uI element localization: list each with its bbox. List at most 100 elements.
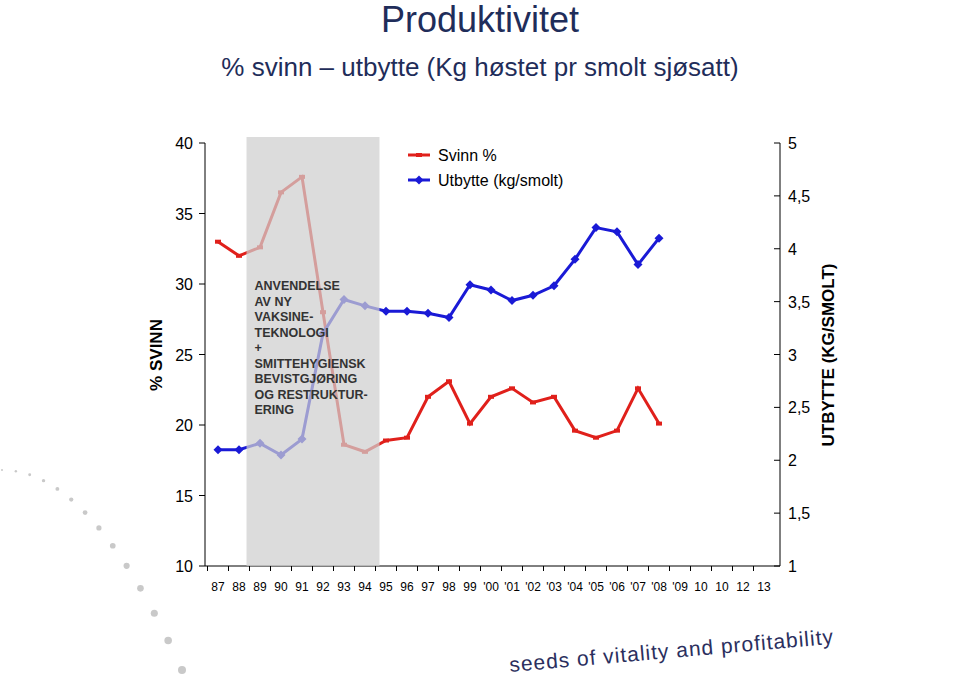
y2-tick-label: 3 (788, 347, 797, 364)
decor-dot (137, 585, 144, 592)
x-tick-label: 95 (379, 580, 393, 594)
y2-tick (774, 566, 780, 567)
x-tick-label: 93 (337, 580, 351, 594)
marker (572, 429, 578, 433)
marker (508, 296, 517, 305)
legend: Svinn %Utbytte (kg/smolt) (408, 147, 563, 189)
marker (487, 285, 496, 294)
marker (382, 307, 391, 316)
marker (235, 445, 244, 454)
x-tick-label: '09 (672, 580, 688, 594)
legend-line (408, 154, 430, 157)
x-tick-label: '05 (588, 580, 604, 594)
x-tick (585, 566, 586, 571)
marker (613, 227, 622, 236)
x-tick-label: '02 (525, 580, 541, 594)
y2-tick (774, 460, 780, 461)
y-tick-label: 35 (175, 206, 193, 223)
annotation-text: OG RESTRUKTUR- (255, 388, 368, 402)
y2-tick (774, 407, 780, 408)
marker (445, 313, 454, 322)
marker (383, 439, 389, 443)
decor-dot (42, 479, 45, 482)
legend-label: Utbytte (kg/smolt) (438, 172, 563, 189)
y-tick (199, 425, 205, 426)
decor-dot (96, 525, 101, 530)
chart: Produktivitet % svinn – utbytte (Kg høste… (0, 0, 959, 679)
x-tick-label: 98 (442, 580, 456, 594)
y-tick (199, 354, 205, 355)
subtitle: % svinn – utbytte (Kg høstet pr smolt sj… (221, 52, 738, 82)
title: Produktivitet (381, 0, 579, 40)
y2-tick (774, 195, 780, 196)
marker (593, 436, 599, 440)
marker (551, 395, 557, 399)
annotation-text: TEKNOLOGI (255, 326, 329, 340)
annotation-text: ANVENDELSE (255, 279, 340, 293)
decor-dot (83, 510, 88, 515)
y2-tick-label: 1 (788, 558, 797, 575)
x-tick (690, 566, 691, 571)
y2-tick (774, 354, 780, 355)
decor-dot (69, 497, 73, 501)
x-tick-label: '07 (630, 580, 646, 594)
marker (424, 309, 433, 318)
marker (214, 445, 223, 454)
x-tick (669, 566, 670, 571)
y2-tick-label: 3,5 (788, 294, 810, 311)
decor-dot (110, 543, 116, 549)
x-tick-label: '03 (546, 580, 562, 594)
x-tick-label: 94 (358, 580, 372, 594)
x-tick-label: 12 (736, 580, 750, 594)
marker (488, 395, 494, 399)
y-tick (199, 495, 205, 496)
decor-dot (124, 563, 130, 569)
x-tick (648, 566, 649, 571)
marker (466, 280, 475, 289)
marker (415, 176, 424, 185)
marker (571, 255, 580, 264)
decoration (1, 469, 186, 674)
x-tick-label: 10 (694, 580, 708, 594)
x-tick-label: 10 (715, 580, 729, 594)
marker (634, 260, 643, 269)
y-tick-label: 40 (175, 135, 193, 152)
marker (529, 291, 538, 300)
x-tick (270, 566, 271, 571)
annotation-band (247, 137, 380, 566)
page: {"chart_data": { "type": "line", "title"… (0, 0, 959, 679)
decor-dot (28, 473, 31, 476)
x-tick-label: '01 (504, 580, 520, 594)
x-tick (312, 566, 313, 571)
marker (550, 281, 559, 290)
axes: 1015202530354011,522,533,544,55878889909… (175, 135, 810, 594)
x-tick-label: 89 (253, 580, 267, 594)
y-tick-label: 30 (175, 276, 193, 293)
y2-tick (774, 248, 780, 249)
x-tick-label: 97 (421, 580, 435, 594)
x-tick-label: 99 (463, 580, 477, 594)
x-tick-label: 92 (316, 580, 330, 594)
x-tick (417, 566, 418, 571)
x-tick-label: 91 (295, 580, 309, 594)
annotation-text: AV NY (255, 295, 293, 309)
marker (215, 240, 221, 244)
marker (403, 307, 412, 316)
y-tick-label: 25 (175, 347, 193, 364)
marker (467, 422, 473, 426)
x-tick-label: '08 (651, 580, 667, 594)
x-tick-label: 90 (274, 580, 288, 594)
y-tick (199, 143, 205, 144)
marker (635, 386, 641, 390)
decor-dot (55, 487, 59, 491)
marker (404, 436, 410, 440)
x-tick (501, 566, 502, 571)
x-tick (522, 566, 523, 571)
y2-tick (774, 143, 780, 144)
y2-tick-label: 1,5 (788, 505, 810, 522)
x-tick (732, 566, 733, 571)
y-tick (199, 213, 205, 214)
x-tick (753, 566, 754, 571)
marker (614, 429, 620, 433)
marker (656, 422, 662, 426)
